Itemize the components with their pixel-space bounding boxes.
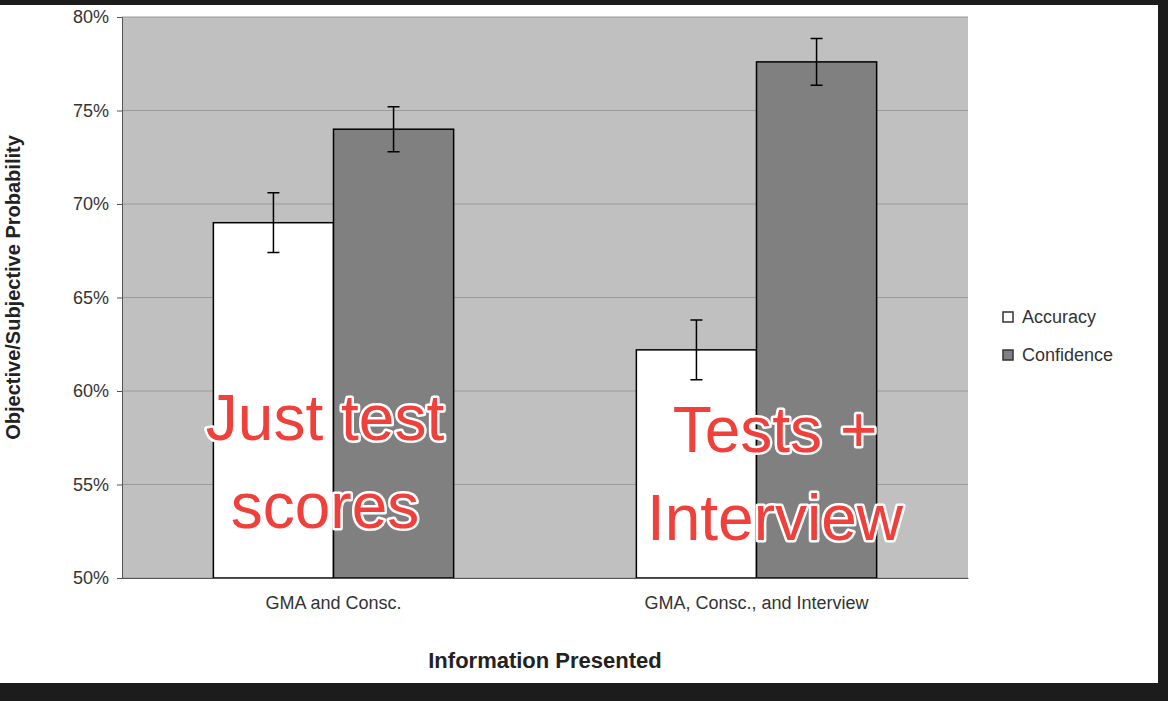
tick: 70% — [73, 194, 122, 214]
legend-swatch — [1003, 312, 1013, 322]
legend-label: Confidence — [1022, 345, 1113, 365]
chart: 50% 55% 60% 65% 70% 75% 80% GMA and Consc. GMA, … — [0, 0, 1168, 701]
tick-mark — [117, 204, 122, 205]
tick: 50% — [73, 568, 122, 588]
grid — [122, 17, 968, 578]
tick-mark — [117, 298, 122, 299]
axis-line — [117, 18, 123, 579]
error-bar — [267, 193, 279, 253]
plot-area — [122, 17, 968, 578]
annotation: Tests +Interview — [647, 394, 904, 554]
tick-label: 55% — [73, 475, 109, 495]
tick: 60% — [73, 381, 122, 401]
tick: 65% — [73, 288, 122, 308]
error-bar — [811, 39, 823, 86]
tick: GMA, Consc., and Interview — [644, 578, 869, 613]
legend: Accuracy Confidence — [1003, 307, 1113, 365]
axis-line — [123, 578, 969, 579]
tick-label: 60% — [73, 381, 109, 401]
tick-label: GMA, Consc., and Interview — [644, 593, 869, 613]
legend-label: Accuracy — [1022, 307, 1096, 327]
tick-mark — [117, 111, 122, 112]
tick-label: 75% — [73, 101, 109, 121]
tick-label: 65% — [73, 288, 109, 308]
tick: GMA and Consc. — [265, 578, 401, 613]
frame — [0, 0, 1168, 701]
tick-label: 80% — [73, 7, 109, 27]
tick: 80% — [73, 7, 122, 27]
tick: 55% — [73, 475, 122, 495]
background — [0, 5, 1158, 683]
tick-label: GMA and Consc. — [265, 593, 401, 613]
tick-mark — [117, 391, 122, 392]
tick-mark — [117, 485, 122, 486]
annotation: Just testscores — [206, 382, 445, 542]
error-bar — [388, 107, 400, 152]
tick: 75% — [73, 101, 122, 121]
tick-label: 70% — [73, 194, 109, 214]
error-bar — [690, 320, 702, 380]
legend-swatch — [1003, 350, 1013, 360]
y-axis: 50% 55% 60% 65% 70% 75% 80% — [73, 7, 123, 588]
tick-mark — [117, 578, 122, 579]
y-axis-title: Objective/Subjective Probability — [2, 134, 24, 439]
x-axis-title: Information Presented — [428, 648, 661, 673]
tick-mark — [117, 17, 122, 18]
tick-label: 50% — [73, 568, 109, 588]
grid-line — [122, 17, 968, 18]
x-axis: GMA and Consc. GMA, Consc., and Interview — [123, 578, 969, 613]
